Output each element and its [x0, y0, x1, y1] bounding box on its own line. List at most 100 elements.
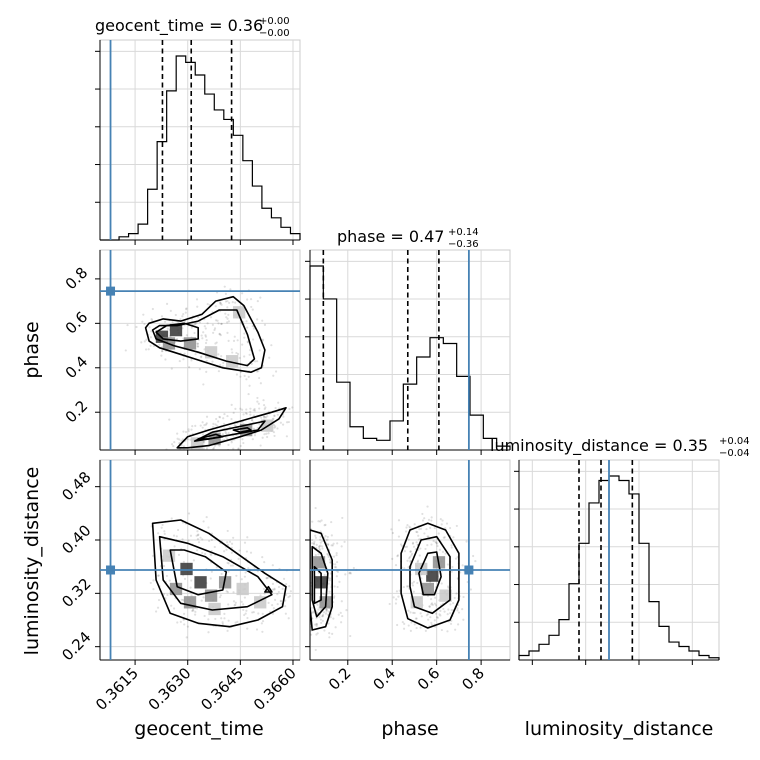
sample-point	[230, 348, 233, 351]
sample-point	[218, 332, 221, 335]
title-luminosity-distance: luminosity_distance = 0.35	[490, 436, 708, 456]
sample-point	[317, 520, 320, 523]
sample-point	[439, 609, 442, 612]
sample-point	[207, 526, 210, 529]
sample-point	[196, 342, 200, 345]
sample-point	[349, 572, 353, 575]
sample-point	[214, 423, 217, 426]
sample-point	[243, 332, 246, 335]
sample-point	[182, 358, 185, 361]
sample-point	[261, 338, 265, 341]
sample-point	[214, 305, 217, 308]
contour-line	[400, 522, 460, 629]
title-phase-minus: −0.36	[448, 239, 479, 250]
sample-point	[434, 604, 438, 607]
sample-point	[149, 336, 153, 339]
sample-point	[181, 315, 184, 318]
sample-point	[196, 537, 200, 541]
sample-point	[272, 374, 275, 377]
sample-point	[305, 526, 307, 528]
sample-point	[151, 307, 154, 311]
sample-point	[236, 352, 240, 356]
sample-point	[321, 547, 324, 550]
x-tick-label: 0.3645	[197, 664, 247, 714]
sample-point	[223, 285, 226, 288]
sample-point	[227, 339, 230, 342]
sample-point	[304, 583, 306, 585]
sample-point	[150, 330, 153, 333]
panel-phase_vs_luminosity_distance	[295, 505, 477, 652]
sample-point	[221, 621, 224, 624]
sample-point	[409, 611, 412, 614]
sample-point	[328, 636, 331, 639]
sample-point	[404, 530, 408, 533]
sample-point	[267, 432, 270, 435]
sample-point	[202, 520, 205, 523]
truth-marker	[464, 565, 474, 575]
y-tick-label: 0.48	[58, 468, 94, 504]
sample-point	[295, 519, 297, 521]
sample-point	[200, 599, 203, 602]
sample-point	[413, 623, 416, 626]
sample-point	[430, 519, 433, 522]
contour-line	[169, 549, 228, 596]
sample-point	[313, 543, 316, 546]
truth-marker	[106, 286, 116, 296]
sample-point	[213, 444, 216, 447]
density-cell	[312, 556, 326, 569]
sample-point	[406, 523, 409, 527]
sample-point	[223, 617, 226, 620]
sample-point	[232, 339, 236, 342]
sample-point	[242, 413, 245, 416]
sample-point	[256, 300, 259, 303]
sample-point	[240, 578, 243, 581]
sample-point	[419, 547, 422, 550]
sample-point	[160, 526, 163, 529]
sample-point	[410, 552, 414, 555]
density-cell	[194, 576, 207, 589]
sample-point	[325, 608, 328, 611]
sample-point	[416, 561, 419, 564]
y-tick-label: 0.8	[62, 264, 92, 294]
sample-point	[289, 590, 292, 593]
sample-point	[191, 609, 194, 612]
sample-point	[319, 530, 322, 533]
sample-point	[409, 559, 412, 562]
sample-point	[223, 550, 226, 553]
sample-point	[249, 298, 253, 301]
sample-point	[244, 612, 247, 615]
sample-point	[328, 558, 332, 561]
sample-point	[329, 616, 332, 619]
ylabel-phase: phase	[21, 321, 43, 378]
sample-point	[204, 552, 207, 555]
sample-point	[157, 574, 160, 577]
sample-point	[325, 610, 328, 613]
sample-point	[311, 520, 314, 523]
sample-point	[321, 613, 325, 616]
sample-point	[209, 552, 212, 556]
sample-point	[172, 607, 176, 610]
sample-point	[246, 536, 249, 539]
sample-point	[216, 319, 219, 322]
sample-point	[253, 434, 257, 437]
sample-point	[263, 323, 267, 326]
sample-point	[415, 626, 418, 630]
sample-point	[219, 594, 222, 597]
sample-point	[442, 536, 445, 539]
sample-point	[332, 596, 336, 599]
sample-point	[223, 612, 226, 615]
sample-point	[409, 560, 412, 563]
sample-point	[246, 326, 249, 329]
sample-point	[449, 622, 453, 625]
sample-point	[165, 574, 169, 578]
sample-point	[330, 544, 333, 547]
sample-point	[207, 631, 210, 634]
sample-point	[455, 524, 458, 528]
sample-point	[214, 319, 218, 322]
sample-point	[190, 579, 193, 582]
sample-point	[191, 608, 195, 611]
sample-point	[231, 564, 234, 567]
sample-point	[214, 342, 217, 345]
sample-point	[451, 565, 454, 569]
sample-point	[162, 564, 166, 568]
